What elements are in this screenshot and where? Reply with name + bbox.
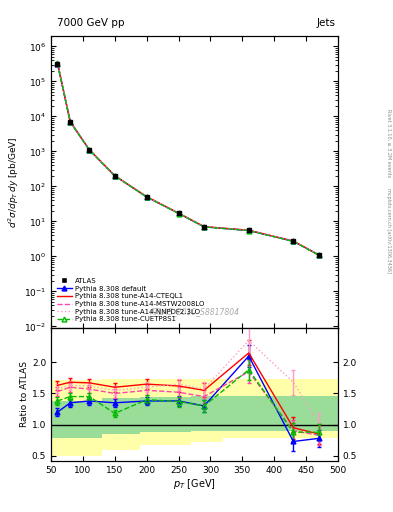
X-axis label: $p_T$ [GeV]: $p_T$ [GeV] <box>173 477 216 492</box>
Text: ATLAS_2010_S8817804: ATLAS_2010_S8817804 <box>149 307 240 316</box>
Text: Rivet 3.1.10, ≥ 3.2M events: Rivet 3.1.10, ≥ 3.2M events <box>386 109 391 178</box>
Legend: ATLAS, Pythia 8.308 default, Pythia 8.308 tune-A14-CTEQL1, Pythia 8.308 tune-A14: ATLAS, Pythia 8.308 default, Pythia 8.30… <box>55 275 206 325</box>
Text: Jets: Jets <box>317 18 336 28</box>
Text: mcplots.cern.ch [arXiv:1306.3436]: mcplots.cern.ch [arXiv:1306.3436] <box>386 188 391 273</box>
Y-axis label: $d^2\sigma/dp_T\,dy$ [pb/GeV]: $d^2\sigma/dp_T\,dy$ [pb/GeV] <box>7 136 21 228</box>
Text: 7000 GeV pp: 7000 GeV pp <box>57 18 125 28</box>
Y-axis label: Ratio to ATLAS: Ratio to ATLAS <box>20 361 29 428</box>
